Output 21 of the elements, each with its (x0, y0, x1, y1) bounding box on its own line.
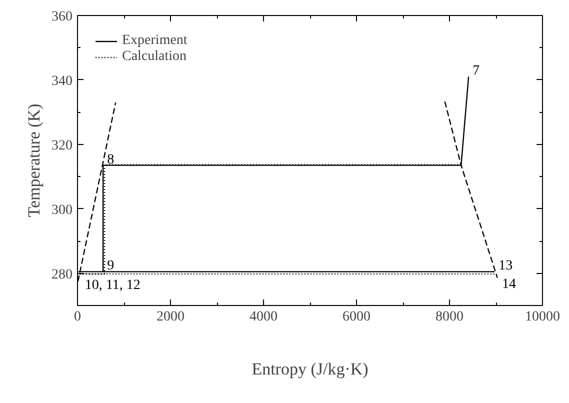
y-tick-label: 280 (52, 267, 72, 282)
annotation: 9 (107, 258, 114, 274)
x-tick-label: 6000 (342, 310, 370, 324)
annotation: 8 (107, 152, 114, 168)
x-tick-label: 10000 (525, 310, 560, 324)
annotation: 13 (498, 258, 513, 274)
legend-label: Experiment (122, 33, 188, 49)
y-tick-label: 340 (52, 74, 72, 89)
y-tick-label: 300 (52, 202, 72, 218)
annotation: 14 (502, 276, 516, 292)
annotation: 7 (472, 64, 480, 79)
annotation: 10, 11, 12 (84, 278, 140, 293)
y-tick-label: 360 (52, 10, 72, 24)
x-tick-label: 2000 (156, 310, 184, 324)
x-tick-label: 4000 (250, 310, 278, 324)
x-axis-title: Entropy (J/kg·K) (252, 360, 368, 378)
y-tick-label: 320 (52, 138, 72, 154)
x-tick-label: 0 (74, 310, 81, 324)
legend-label: Calculation (122, 49, 187, 65)
y-axis-title: Temperature (K) (24, 104, 44, 218)
x-tick-label: 8000 (436, 310, 464, 324)
